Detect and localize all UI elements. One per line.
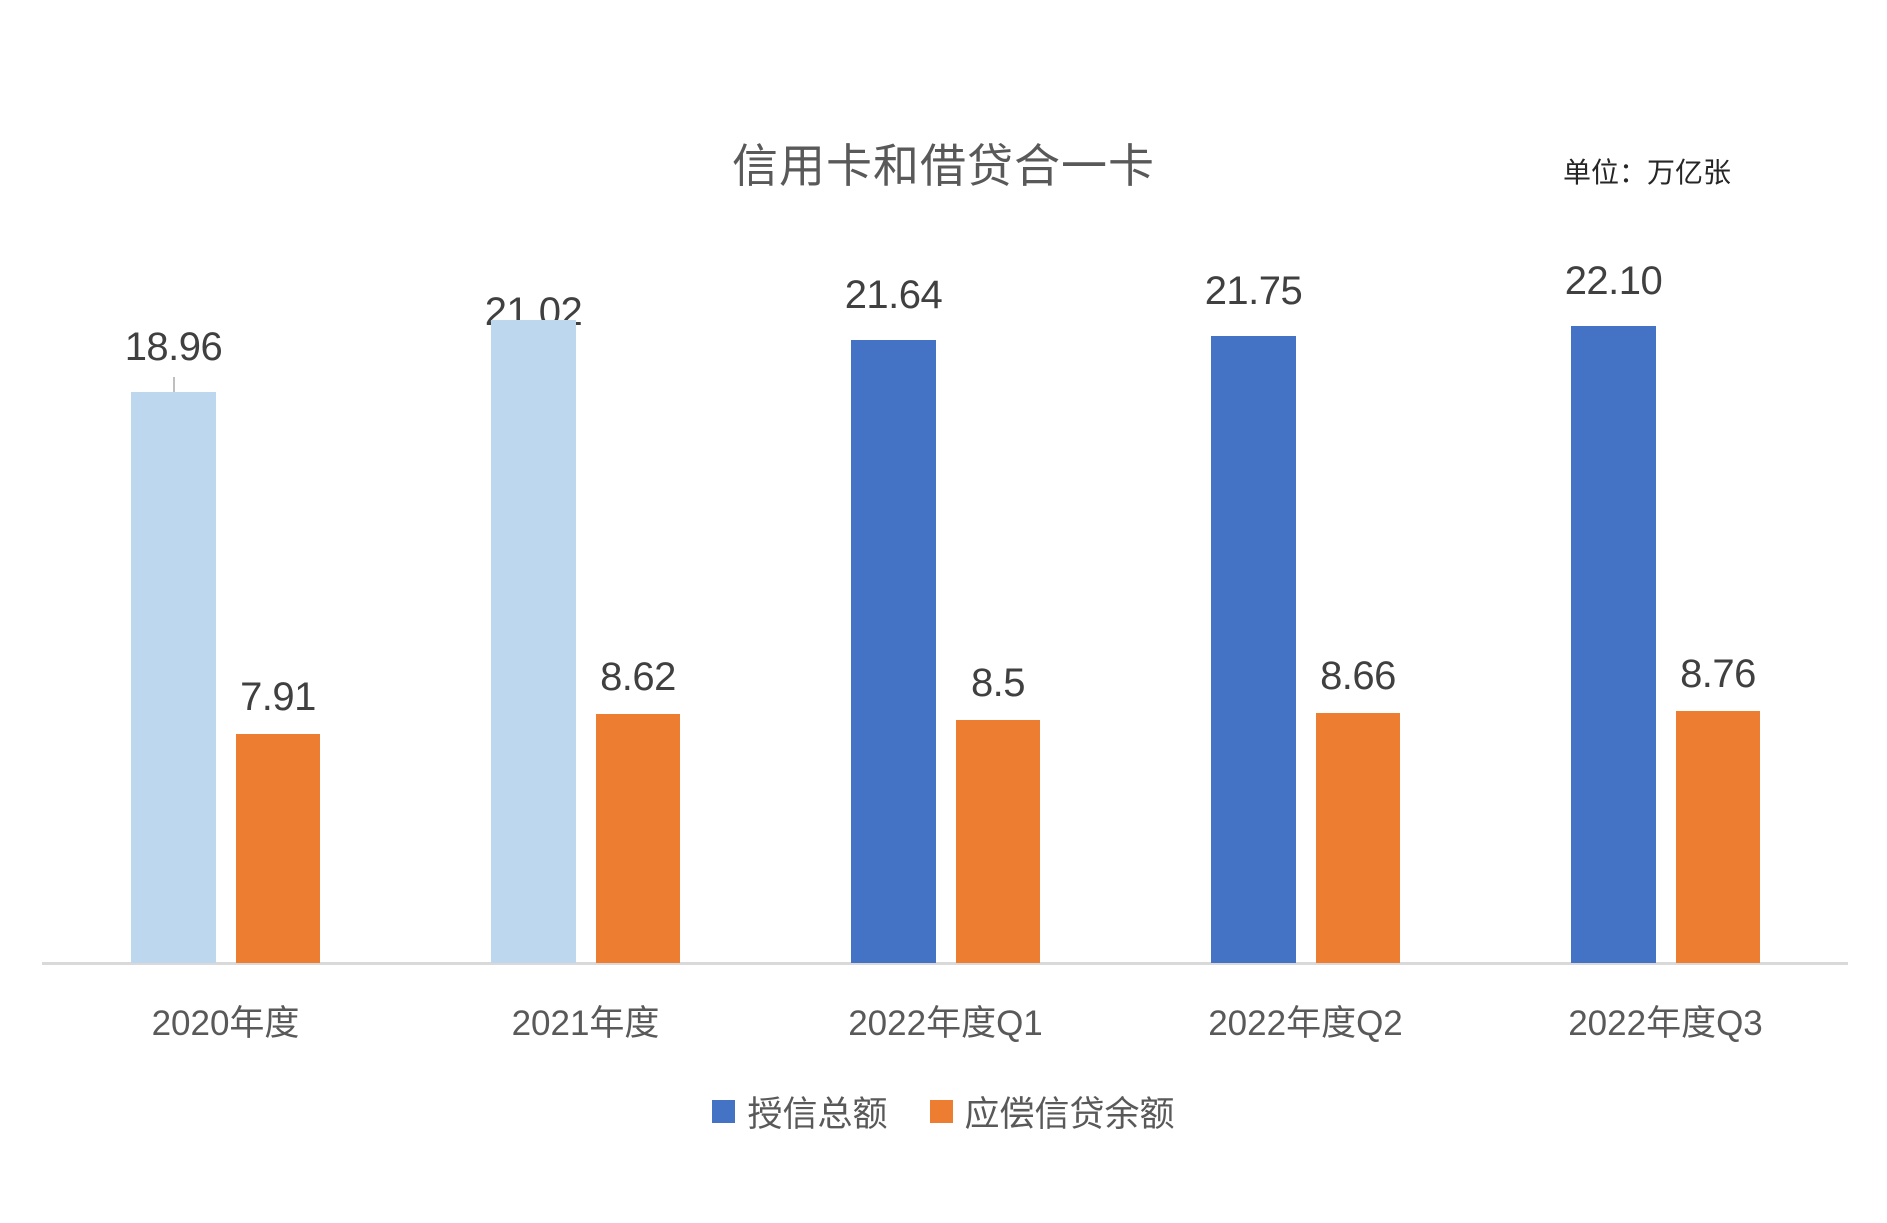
outstanding-balance-data-label: 8.5 bbox=[970, 661, 1026, 705]
legend-item-outstanding-balance: 应偿信贷余额 bbox=[929, 1086, 1175, 1137]
x-axis-category-label: 2021年度 bbox=[511, 1004, 660, 1043]
outstanding-balance-bar bbox=[1316, 713, 1400, 963]
data-label-leader-line bbox=[172, 377, 175, 392]
credit-total-bar bbox=[1211, 336, 1296, 963]
outstanding-balance-bar bbox=[596, 714, 680, 963]
outstanding-balance-data-label: 8.66 bbox=[1320, 654, 1396, 698]
outstanding-balance-data-label: 7.91 bbox=[240, 675, 316, 719]
legend-item-credit-total: 授信总额 bbox=[712, 1086, 888, 1137]
x-axis-line bbox=[42, 962, 1848, 965]
credit-total-data-label: 22.10 bbox=[1564, 259, 1663, 303]
chart-title: 信用卡和借贷合一卡 bbox=[732, 140, 1155, 192]
x-axis-category-label: 2022年度Q2 bbox=[1208, 1004, 1403, 1043]
unit-label: 单位：万亿张 bbox=[1563, 157, 1732, 188]
outstanding-balance-bar bbox=[236, 734, 320, 963]
legend-label-credit-total: 授信总额 bbox=[747, 1095, 888, 1134]
outstanding-balance-bar bbox=[1676, 711, 1760, 963]
legend-swatch-credit-total bbox=[712, 1100, 736, 1123]
legend-label-outstanding-balance: 应偿信贷余额 bbox=[964, 1095, 1175, 1134]
credit-total-data-label: 21.75 bbox=[1204, 269, 1303, 313]
outstanding-balance-bar bbox=[956, 720, 1040, 963]
outstanding-balance-data-label: 8.62 bbox=[600, 655, 676, 699]
credit-total-bar bbox=[131, 392, 216, 963]
x-axis-category-label: 2022年度Q1 bbox=[848, 1004, 1043, 1043]
credit-total-data-label: 21.64 bbox=[844, 273, 943, 317]
legend-swatch-outstanding-balance bbox=[929, 1100, 953, 1123]
x-axis-category-label: 2020年度 bbox=[151, 1004, 300, 1043]
outstanding-balance-data-label: 8.76 bbox=[1680, 652, 1756, 696]
credit-total-data-label: 18.96 bbox=[124, 325, 223, 369]
legend: 授信总额 应偿信贷余额 bbox=[0, 1086, 1887, 1137]
credit-total-bar bbox=[851, 340, 936, 963]
x-axis-category-label: 2022年度Q3 bbox=[1568, 1004, 1763, 1043]
credit-total-bar bbox=[1571, 326, 1656, 963]
credit-total-bar bbox=[491, 320, 576, 963]
